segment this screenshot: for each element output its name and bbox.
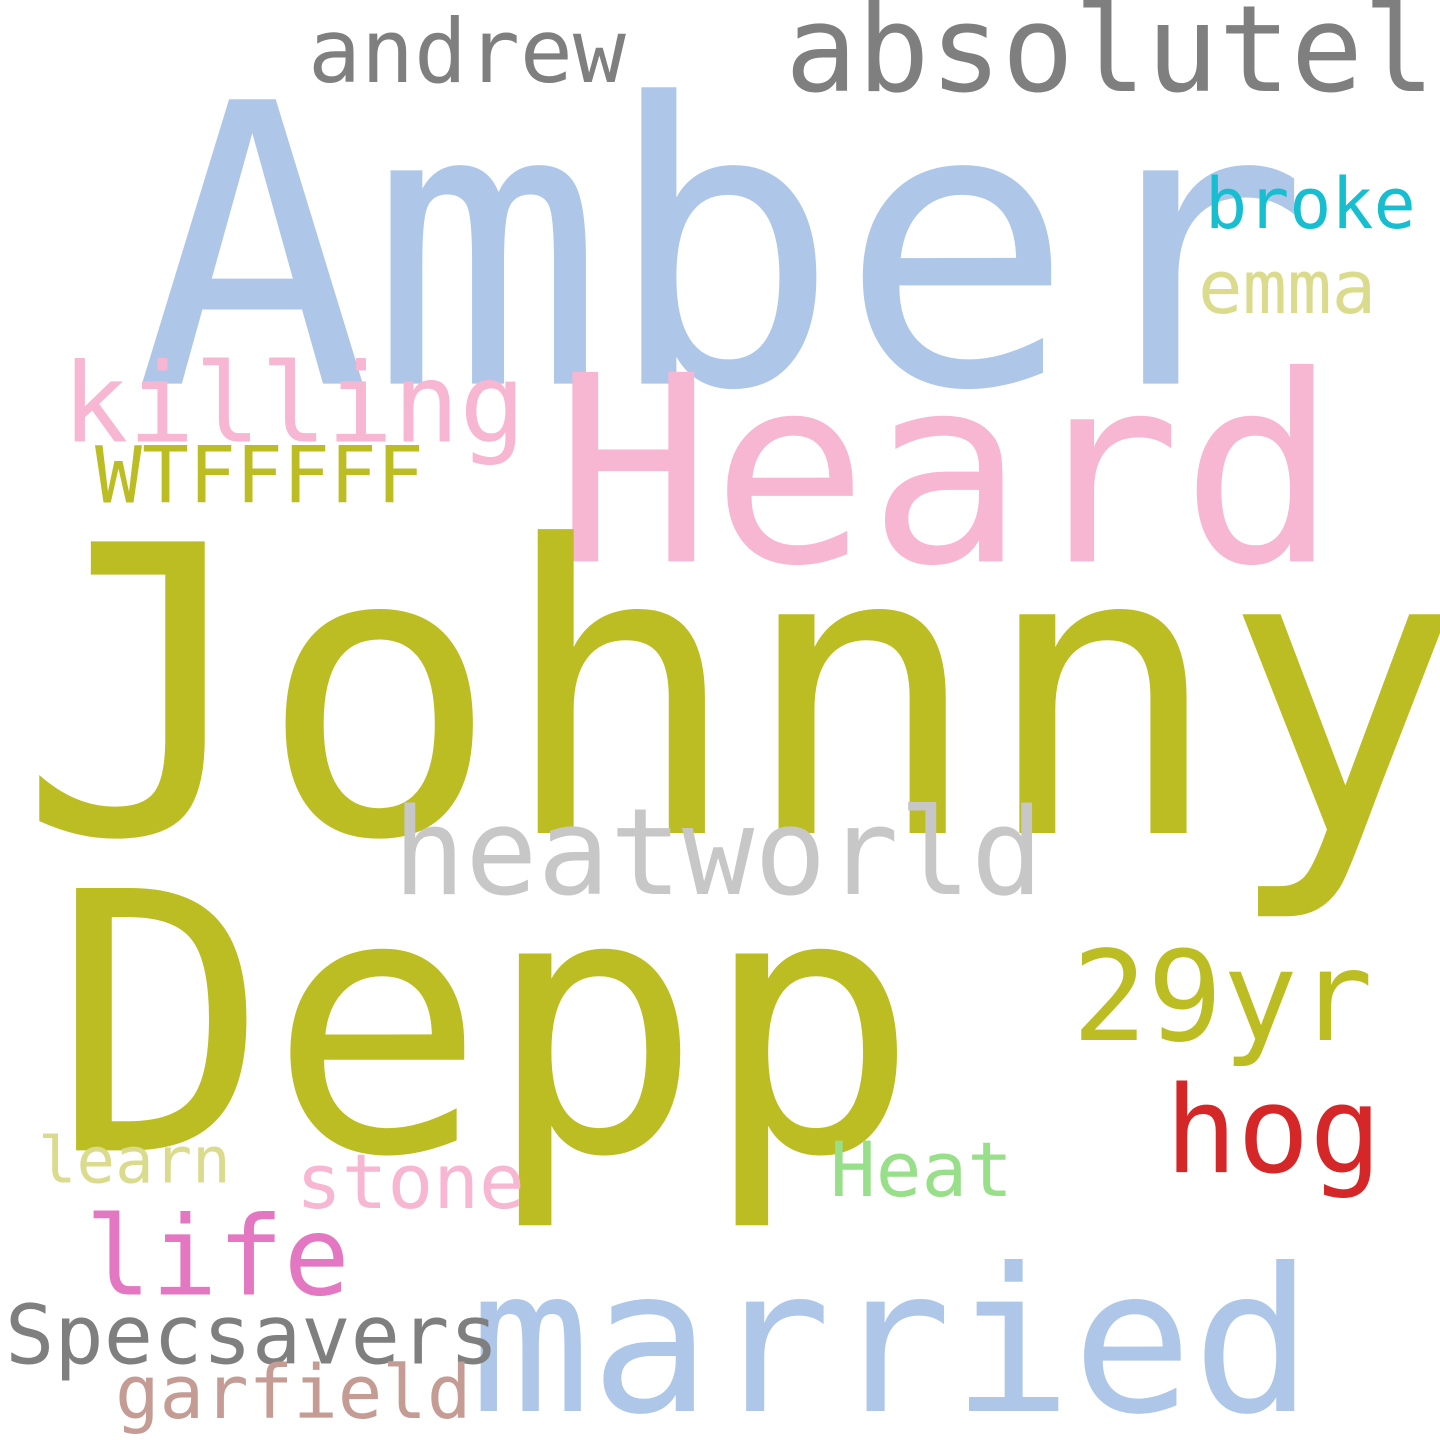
word-amber: Amber — [135, 21, 1309, 476]
word-killing: killing — [62, 339, 526, 468]
word-specsavers: Specsavers — [5, 1288, 499, 1384]
word-learn: learn — [38, 1124, 231, 1199]
word-emma: emma — [1198, 244, 1377, 331]
word-heard: Heard — [555, 321, 1338, 624]
word-hog: hog — [1165, 1061, 1382, 1201]
word-andrew: andrew — [308, 0, 626, 104]
word-wtfffff: WTFFFFF — [95, 431, 424, 522]
word-married: married — [470, 1226, 1313, 1440]
word-heat: Heat — [830, 1125, 1014, 1215]
word-life: life — [85, 1192, 350, 1321]
word-garfield: garfield — [115, 1349, 472, 1436]
word-heatworld: heatworld — [393, 783, 1044, 923]
word-broke: broke — [1205, 162, 1416, 245]
word-stone: stone — [296, 1137, 525, 1227]
word-depp: Depp — [52, 816, 919, 1236]
word-29yr: 29yr — [1072, 925, 1374, 1070]
word-absolutely: absolutely — [785, 0, 1440, 120]
word-johnny: Johnny — [18, 463, 1440, 928]
